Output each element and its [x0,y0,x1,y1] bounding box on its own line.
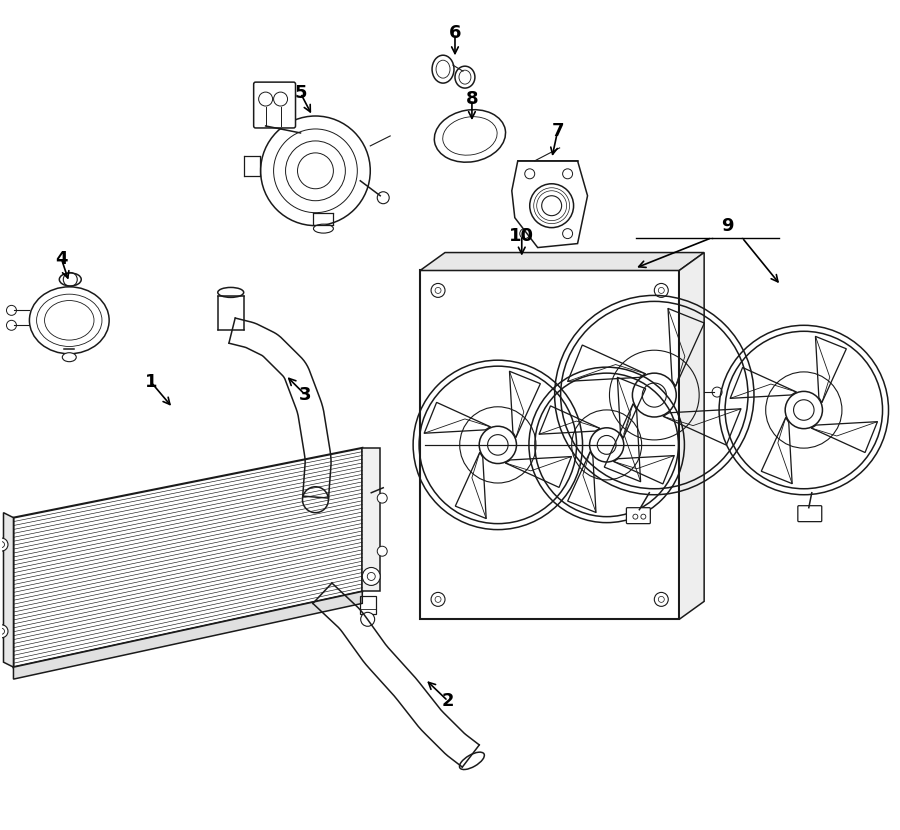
FancyBboxPatch shape [797,505,822,521]
Circle shape [654,593,669,607]
Ellipse shape [62,353,77,362]
Circle shape [377,546,387,556]
Text: 5: 5 [294,84,307,102]
Polygon shape [680,252,704,619]
Ellipse shape [30,287,109,354]
Ellipse shape [313,224,333,233]
Text: 9: 9 [721,217,734,235]
Circle shape [654,283,669,297]
Text: 8: 8 [465,90,478,108]
Ellipse shape [377,192,389,203]
Text: 3: 3 [299,386,311,404]
Text: 2: 2 [442,692,454,710]
Circle shape [6,320,16,330]
Polygon shape [363,448,380,592]
Ellipse shape [59,273,81,286]
Circle shape [0,625,8,637]
Text: 1: 1 [145,374,158,391]
Circle shape [261,116,370,226]
Ellipse shape [460,752,484,769]
Circle shape [712,387,722,397]
Circle shape [363,568,380,585]
Circle shape [361,613,374,627]
Circle shape [0,538,8,551]
Ellipse shape [455,66,475,88]
Circle shape [377,493,387,503]
Circle shape [431,283,445,297]
Circle shape [530,183,573,227]
Polygon shape [420,271,680,619]
Polygon shape [420,252,704,271]
FancyBboxPatch shape [626,508,651,524]
FancyBboxPatch shape [254,82,295,128]
Text: 6: 6 [449,24,461,42]
Ellipse shape [218,287,244,297]
Polygon shape [14,448,363,667]
Polygon shape [4,513,13,667]
Circle shape [431,593,445,607]
Text: 10: 10 [509,227,535,245]
Polygon shape [14,592,363,679]
Polygon shape [512,161,588,247]
Circle shape [302,486,328,513]
Circle shape [6,305,16,315]
Ellipse shape [432,56,454,83]
Text: 4: 4 [55,250,68,267]
Text: 7: 7 [552,122,564,140]
